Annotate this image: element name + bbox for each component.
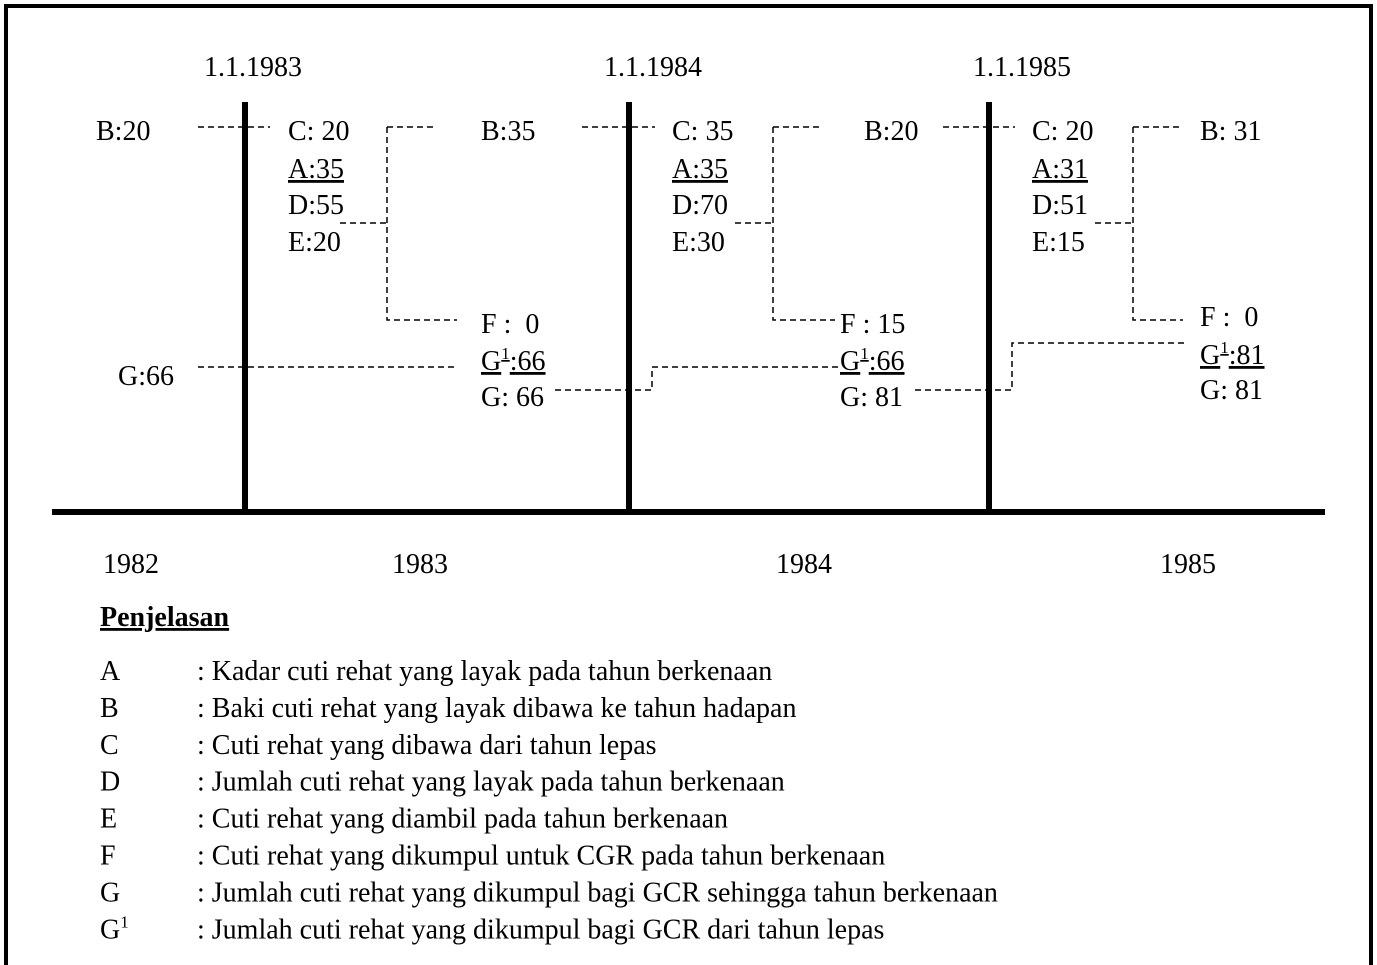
- value-label: D:70: [672, 190, 728, 221]
- label-base: G: [840, 346, 860, 377]
- superscript: 1: [1220, 338, 1229, 357]
- legend-text: : Cuti rehat yang dibawa dari tahun lepa…: [197, 730, 657, 761]
- value-label: G:66: [118, 361, 174, 392]
- label-base: G: [100, 914, 120, 945]
- legend-key: E: [100, 804, 117, 835]
- superscript: 1: [120, 912, 129, 931]
- label-base: G: [481, 346, 501, 377]
- legend-key: B: [100, 693, 119, 724]
- legend-title: Penjelasan: [100, 602, 230, 633]
- date-label: 1.1.1983: [204, 52, 302, 83]
- bracket: [1095, 126, 1183, 321]
- value-label: E:20: [288, 227, 341, 258]
- superscript: 1: [860, 344, 869, 363]
- value-label: G: 81: [840, 382, 903, 413]
- value-label: B:20: [864, 116, 918, 147]
- legend-key: A: [100, 656, 121, 687]
- value-label: F : 15: [840, 309, 905, 340]
- date-label: 1.1.1984: [604, 52, 702, 83]
- legend-text: : Cuti rehat yang dikumpul untuk CGR pad…: [197, 841, 885, 872]
- value-label: B: 31: [1200, 116, 1261, 147]
- value-label: C: 20: [1032, 116, 1093, 147]
- legend-text: : Jumlah cuti rehat yang layak pada tahu…: [197, 767, 785, 798]
- value-label: F : 0: [1200, 302, 1258, 333]
- legend-text: : Baki cuti rehat yang layak dibawa ke t…: [197, 693, 796, 724]
- label-rest: :66: [869, 346, 905, 377]
- value-label: E:30: [672, 227, 725, 258]
- legend-key: D: [100, 767, 120, 798]
- superscript: 1: [501, 344, 510, 363]
- value-label: D:55: [288, 190, 344, 221]
- bracket: [340, 126, 457, 321]
- legend-text: : Jumlah cuti rehat yang dikumpul bagi G…: [197, 914, 884, 945]
- legend-key: G: [100, 877, 120, 908]
- legend-text: : Cuti rehat yang diambil pada tahun ber…: [197, 804, 728, 835]
- label-rest: :81: [1229, 340, 1265, 371]
- legend-key: C: [100, 730, 119, 761]
- value-label: A:31: [1032, 154, 1088, 185]
- value-label: B:35: [481, 116, 535, 147]
- axes: [52, 102, 1325, 515]
- legend-key: F: [100, 841, 116, 872]
- label-base: G: [1200, 340, 1220, 371]
- label-rest: :66: [510, 346, 546, 377]
- year-label: 1984: [776, 549, 832, 580]
- legend-key: G1: [100, 912, 129, 945]
- year-label: 1982: [103, 549, 159, 580]
- value-label: E:15: [1032, 227, 1085, 258]
- value-label: F : 0: [481, 309, 539, 340]
- value-label: A:35: [672, 154, 728, 185]
- value-label: G1:81: [1200, 338, 1265, 371]
- value-label: G: 81: [1200, 375, 1263, 406]
- year-label: 1985: [1160, 549, 1216, 580]
- value-label: C: 20: [288, 116, 349, 147]
- legend-text: : Kadar cuti rehat yang layak pada tahun…: [197, 656, 772, 687]
- date-label: 1.1.1985: [973, 52, 1071, 83]
- value-label: B:20: [96, 116, 150, 147]
- value-label: A:35: [288, 154, 344, 185]
- bracket: [735, 126, 835, 321]
- value-label: G1:66: [840, 344, 905, 377]
- value-label: C: 35: [672, 116, 733, 147]
- value-label: G: 66: [481, 382, 544, 413]
- year-label: 1983: [392, 549, 448, 580]
- value-label: D:51: [1032, 190, 1088, 221]
- step-connector: [555, 366, 840, 391]
- step-connector: [915, 342, 1185, 391]
- legend-text: : Jumlah cuti rehat yang dikumpul bagi G…: [197, 877, 998, 908]
- value-label: G1:66: [481, 344, 546, 377]
- connectors: [198, 126, 1185, 391]
- frame: [4, 4, 1373, 965]
